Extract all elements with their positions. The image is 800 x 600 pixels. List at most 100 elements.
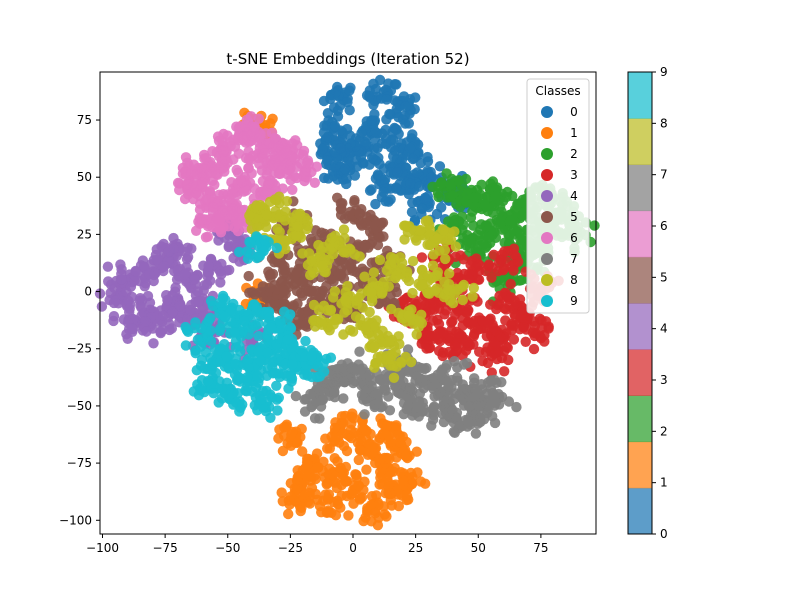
data-point (475, 224, 486, 235)
data-point (401, 451, 412, 462)
legend-marker-9 (541, 295, 553, 307)
data-point (421, 362, 432, 374)
data-point (271, 380, 282, 391)
data-point (498, 346, 510, 357)
data-point (234, 304, 245, 316)
data-point (589, 220, 600, 231)
data-point (180, 167, 191, 178)
data-point (475, 189, 486, 200)
data-point (364, 185, 376, 196)
data-point (469, 328, 480, 340)
data-point (182, 242, 193, 253)
data-point (464, 318, 476, 330)
legend-label-0: 0 (570, 105, 578, 119)
data-point (317, 143, 328, 155)
data-point (285, 370, 296, 381)
data-point (485, 375, 497, 386)
data-point (463, 305, 474, 316)
data-point (151, 254, 163, 265)
data-point (136, 302, 147, 313)
data-point (199, 153, 210, 164)
data-point (400, 101, 411, 112)
data-point (373, 499, 384, 511)
data-point (458, 359, 470, 370)
data-point (447, 316, 458, 327)
data-point (316, 227, 327, 238)
data-point (200, 161, 211, 173)
data-point (449, 393, 460, 405)
data-point (426, 172, 437, 183)
data-point (365, 209, 376, 221)
data-point (307, 400, 318, 411)
data-point (499, 366, 510, 377)
legend-title: Classes (535, 84, 580, 98)
data-point (279, 298, 290, 310)
legend-label-9: 9 (570, 294, 578, 308)
data-point (293, 307, 304, 318)
legend-marker-8 (541, 274, 553, 286)
legend-marker-3 (541, 169, 553, 181)
data-point (180, 321, 191, 333)
data-point (414, 388, 426, 399)
data-point (336, 479, 347, 491)
data-point (148, 338, 159, 349)
data-point (245, 111, 257, 122)
data-point (335, 268, 346, 280)
data-point (244, 210, 255, 221)
x-tick-label: 50 (471, 541, 486, 555)
data-point (414, 316, 425, 327)
x-tick-label: 25 (408, 541, 423, 555)
data-point (384, 108, 395, 120)
data-point (329, 386, 340, 397)
data-point (201, 214, 212, 225)
data-point (450, 241, 461, 252)
data-point (144, 268, 155, 280)
data-point (253, 318, 264, 329)
colorbar-segment (628, 256, 652, 304)
data-point (341, 445, 353, 457)
data-point (202, 375, 214, 387)
data-point (167, 306, 178, 318)
data-point (353, 454, 364, 466)
data-point (335, 143, 346, 154)
data-point (335, 462, 346, 474)
data-point (316, 245, 327, 256)
data-point (508, 320, 519, 331)
data-point (311, 371, 323, 383)
data-point (399, 220, 410, 231)
data-point (141, 326, 152, 337)
data-point (347, 326, 359, 337)
data-point (415, 157, 426, 169)
data-point (355, 364, 366, 375)
data-point (102, 261, 114, 272)
data-point (421, 343, 432, 354)
data-point (391, 270, 402, 281)
y-tick-label: −50 (67, 399, 92, 413)
data-point (323, 507, 335, 518)
data-point (272, 223, 283, 234)
colorbar: 0 1 2 3 4 5 6 7 8 9 (627, 65, 668, 541)
data-point (243, 154, 255, 165)
data-point (488, 392, 500, 403)
y-tick-label: −75 (67, 456, 92, 470)
data-point (384, 453, 395, 464)
data-point (278, 264, 289, 276)
data-point (412, 167, 423, 178)
data-point (411, 329, 422, 340)
data-point (492, 326, 503, 338)
data-point (417, 203, 428, 214)
data-point (355, 445, 366, 456)
data-point (321, 479, 332, 490)
data-point (457, 294, 468, 306)
data-point (441, 168, 452, 179)
y-tick-label: 25 (77, 227, 92, 241)
data-point (277, 183, 288, 194)
data-point (407, 153, 419, 165)
data-point (168, 243, 179, 254)
data-point (379, 509, 390, 520)
data-point (356, 127, 367, 139)
legend-label-6: 6 (570, 231, 578, 245)
x-tick-label: 0 (349, 541, 357, 555)
data-point (242, 253, 254, 264)
data-point (257, 402, 269, 413)
